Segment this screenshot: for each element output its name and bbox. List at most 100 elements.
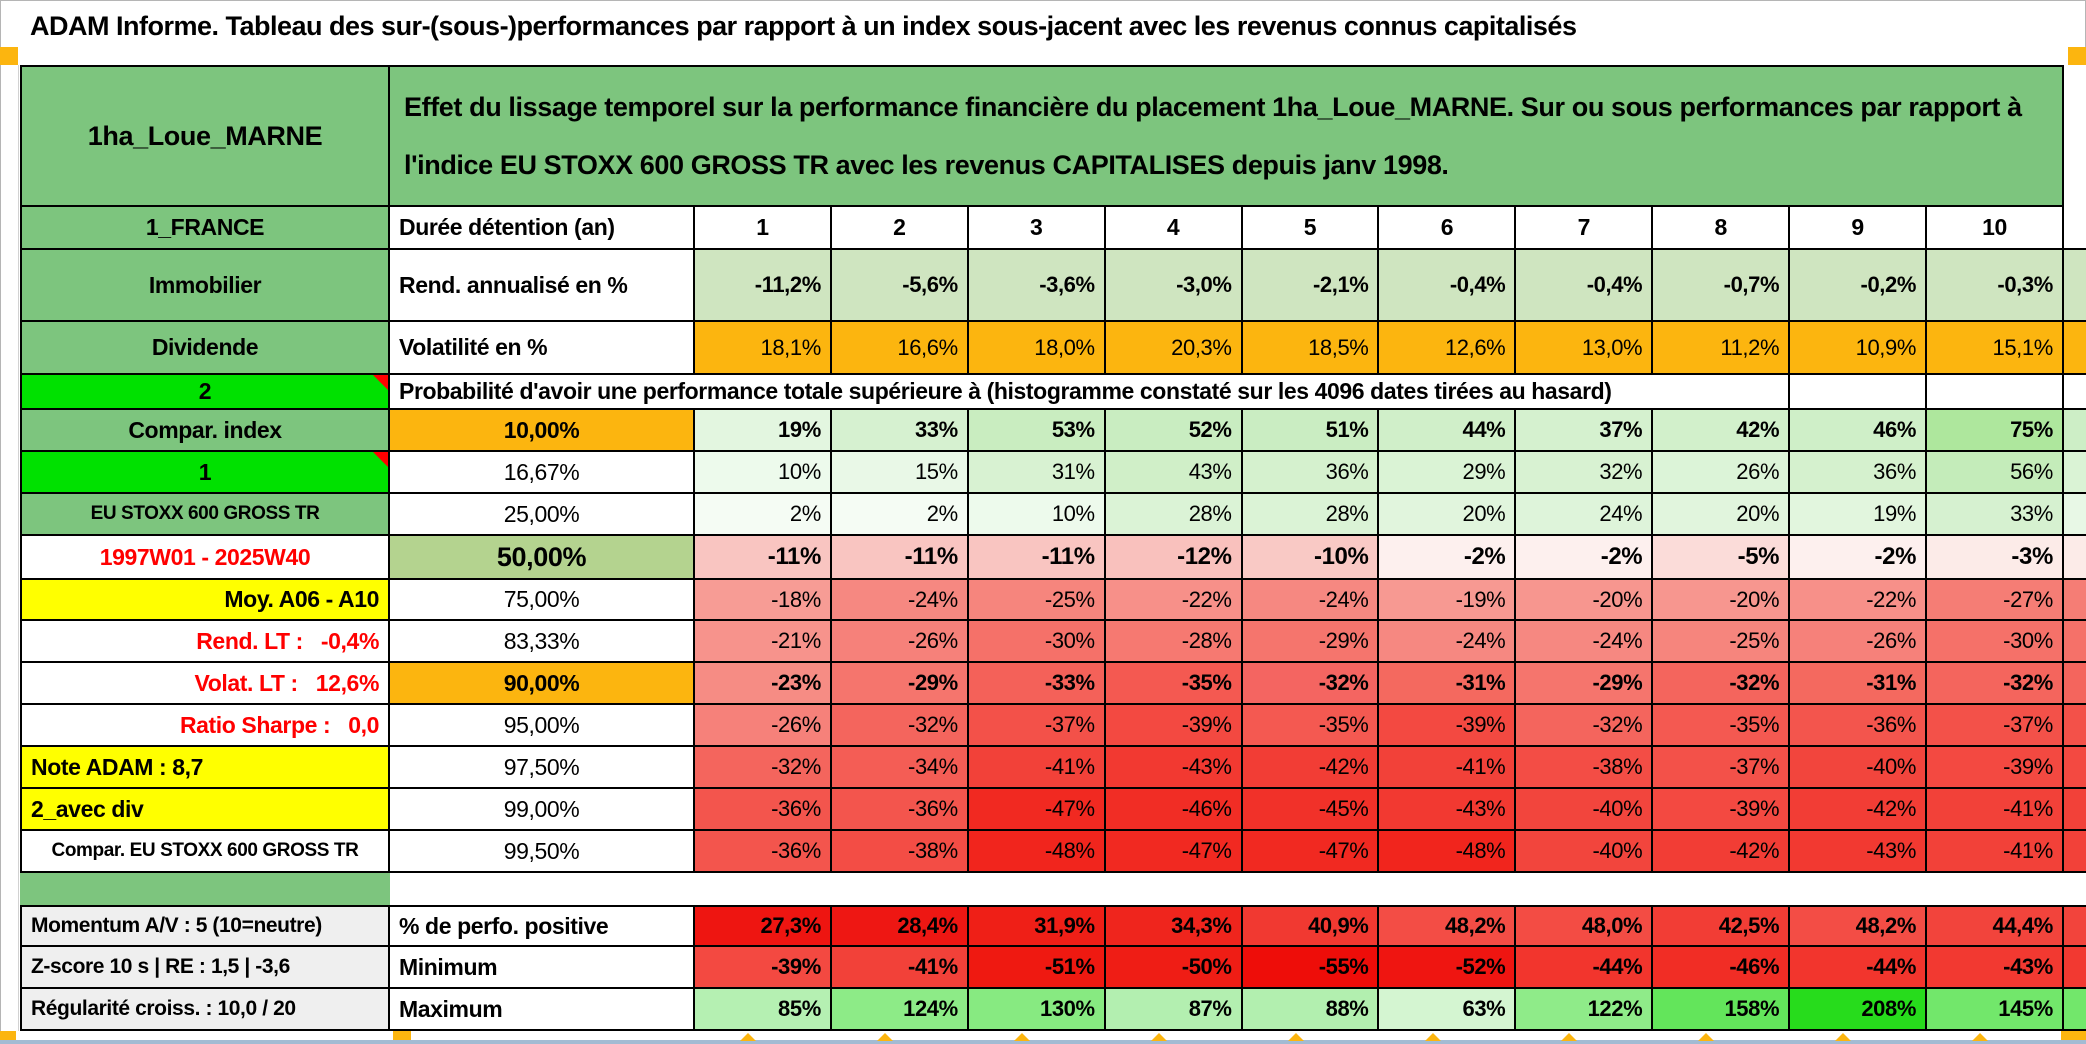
quantile-16-cell-7[interactable]: 32% [1516, 452, 1654, 494]
quantile-95-cell-4[interactable]: -39% [1105, 705, 1243, 747]
quantile-90-cell-7[interactable]: -29% [1516, 663, 1654, 705]
quantile-label[interactable]: 75,00% [390, 580, 695, 621]
quantile-995-cell-3[interactable]: -48% [968, 831, 1106, 873]
row-label-sharpe[interactable]: Ratio Sharpe : 0,0 [20, 705, 390, 747]
quantile-97-cell-1[interactable]: -32% [695, 747, 832, 789]
pct-positive-cell-8[interactable]: 42,5% [1653, 905, 1791, 947]
quantile-95-cell-7[interactable]: -32% [1516, 705, 1654, 747]
duration-col-header-9[interactable]: 9 [1790, 207, 1928, 250]
quantile-50-cell-2[interactable]: -11% [831, 536, 969, 580]
quantile-25-cell-5[interactable]: 28% [1242, 494, 1380, 536]
quantile-99-cell-8[interactable]: -39% [1653, 789, 1791, 831]
quantile-50-cell-7[interactable]: -2% [1516, 536, 1654, 580]
quantile-90-cell-6[interactable]: -31% [1379, 663, 1517, 705]
quantile-75-cell-10[interactable]: -27% [1927, 580, 2064, 621]
maximum-cell-1[interactable]: 85% [695, 989, 832, 1031]
quantile-83-cell-2[interactable]: -26% [831, 621, 969, 663]
asset-name[interactable]: 1ha_Loue_MARNE [20, 65, 390, 207]
quantile-95-cell-1[interactable]: -26% [695, 705, 832, 747]
quantile-10-cell-2[interactable]: 33% [831, 410, 969, 452]
quantile-90-cell-8[interactable]: -32% [1653, 663, 1791, 705]
quantile-25-cell-9[interactable]: 19% [1790, 494, 1928, 536]
quantile-995-cell-1[interactable]: -36% [695, 831, 832, 873]
minimum-cell-4[interactable]: -50% [1105, 947, 1243, 989]
quantile-label[interactable]: 99,00% [390, 789, 695, 831]
table-description[interactable]: Effet du lissage temporel sur la perform… [390, 65, 2064, 207]
quantile-95-cell-5[interactable]: -35% [1242, 705, 1380, 747]
quantile-95-cell-2[interactable]: -32% [831, 705, 969, 747]
volatility-cell-3[interactable]: 18,0% [968, 322, 1106, 375]
quantile-25-cell-4[interactable]: 28% [1105, 494, 1243, 536]
row-label-volat-lt[interactable]: Volat. LT : 12,6% [20, 663, 390, 705]
quantile-83-cell-6[interactable]: -24% [1379, 621, 1517, 663]
quantile-90-cell-4[interactable]: -35% [1105, 663, 1243, 705]
quantile-label[interactable]: 97,50% [390, 747, 695, 789]
maximum-cell-4[interactable]: 87% [1105, 989, 1243, 1031]
quantile-99-cell-10[interactable]: -41% [1927, 789, 2064, 831]
quantile-25-cell-8[interactable]: 20% [1653, 494, 1791, 536]
row-label-momentum[interactable]: Momentum A/V : 5 (10=neutre) [20, 905, 390, 947]
quantile-995-cell-6[interactable]: -48% [1379, 831, 1517, 873]
duration-col-header-3[interactable]: 3 [968, 207, 1106, 250]
quantile-99-cell-7[interactable]: -40% [1516, 789, 1654, 831]
duration-col-header-4[interactable]: 4 [1105, 207, 1243, 250]
row-label-moyenne[interactable]: Moy. A06 - A10 [20, 580, 390, 621]
quantile-83-cell-7[interactable]: -24% [1516, 621, 1654, 663]
annualized-return-cell-4[interactable]: -3,0% [1105, 250, 1243, 322]
probability-section-header[interactable]: Probabilité d'avoir une performance tota… [390, 375, 1791, 410]
quantile-50-cell-4[interactable]: -12% [1105, 536, 1243, 580]
row-label-regularite[interactable]: Régularité croiss. : 10,0 / 20 [20, 989, 390, 1031]
quantile-83-cell-4[interactable]: -28% [1105, 621, 1243, 663]
minimum-cell-9[interactable]: -44% [1790, 947, 1928, 989]
quantile-50-cell-6[interactable]: -2% [1379, 536, 1517, 580]
quantile-90-cell-5[interactable]: -32% [1242, 663, 1380, 705]
quantile-50-cell-10[interactable]: -3% [1927, 536, 2064, 580]
quantile-50-cell-1[interactable]: -11% [695, 536, 832, 580]
col-header-duration[interactable]: Durée détention (an) [390, 207, 695, 250]
minimum-cell-10[interactable]: -43% [1927, 947, 2064, 989]
volatility-cell-1[interactable]: 18,1% [695, 322, 832, 375]
duration-col-header-7[interactable]: 7 [1516, 207, 1654, 250]
pct-positive-cell-1[interactable]: 27,3% [695, 905, 832, 947]
quantile-10-cell-10[interactable]: 75% [1927, 410, 2064, 452]
quantile-995-cell-5[interactable]: -47% [1242, 831, 1380, 873]
pct-positive-cell-6[interactable]: 48,2% [1379, 905, 1517, 947]
pct-positive-cell-5[interactable]: 40,9% [1242, 905, 1380, 947]
row-label-zscore[interactable]: Z-score 10 s | RE : 1,5 | -3,6 [20, 947, 390, 989]
maximum-cell-7[interactable]: 122% [1516, 989, 1654, 1031]
quantile-99-cell-9[interactable]: -42% [1790, 789, 1928, 831]
quantile-25-cell-10[interactable]: 33% [1927, 494, 2064, 536]
volatility-cell-5[interactable]: 18,5% [1242, 322, 1380, 375]
maximum-cell-5[interactable]: 88% [1242, 989, 1380, 1031]
annualized-return-cell-1[interactable]: -11,2% [695, 250, 832, 322]
duration-col-header-5[interactable]: 5 [1242, 207, 1380, 250]
empty-cell[interactable] [1790, 375, 1928, 410]
volatility-cell-8[interactable]: 11,2% [1653, 322, 1791, 375]
minimum-cell-7[interactable]: -44% [1516, 947, 1654, 989]
annualized-return-cell-2[interactable]: -5,6% [831, 250, 969, 322]
quantile-83-cell-3[interactable]: -30% [968, 621, 1106, 663]
metric-label-volatility[interactable]: Volatilité en % [390, 322, 695, 375]
volatility-cell-2[interactable]: 16,6% [831, 322, 969, 375]
quantile-50-cell-5[interactable]: -10% [1242, 536, 1380, 580]
quantile-10-cell-1[interactable]: 19% [695, 410, 832, 452]
metric-label-minimum[interactable]: Minimum [390, 947, 695, 989]
quantile-95-cell-9[interactable]: -36% [1790, 705, 1928, 747]
quantile-83-cell-1[interactable]: -21% [695, 621, 832, 663]
pct-positive-cell-9[interactable]: 48,2% [1790, 905, 1928, 947]
annualized-return-cell-5[interactable]: -2,1% [1242, 250, 1380, 322]
quantile-99-cell-4[interactable]: -46% [1105, 789, 1243, 831]
pct-positive-cell-10[interactable]: 44,4% [1927, 905, 2064, 947]
quantile-995-cell-8[interactable]: -42% [1653, 831, 1791, 873]
annualized-return-cell-3[interactable]: -3,6% [968, 250, 1106, 322]
quantile-97-cell-4[interactable]: -43% [1105, 747, 1243, 789]
pct-positive-cell-3[interactable]: 31,9% [968, 905, 1106, 947]
volatility-cell-4[interactable]: 20,3% [1105, 322, 1243, 375]
maximum-cell-3[interactable]: 130% [968, 989, 1106, 1031]
metric-label-maximum[interactable]: Maximum [390, 989, 695, 1031]
quantile-75-cell-2[interactable]: -24% [831, 580, 969, 621]
row-label-date-range[interactable]: 1997W01 - 2025W40 [20, 536, 390, 580]
metric-label-annualized-return[interactable]: Rend. annualisé en % [390, 250, 695, 322]
minimum-cell-1[interactable]: -39% [695, 947, 832, 989]
quantile-25-cell-7[interactable]: 24% [1516, 494, 1654, 536]
